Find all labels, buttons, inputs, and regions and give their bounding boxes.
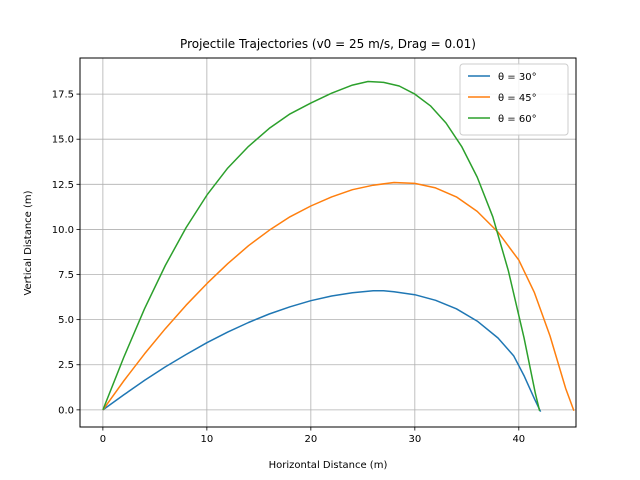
x-tick-label: 20 — [304, 434, 317, 445]
x-tick-label: 10 — [200, 434, 213, 445]
x-axis-label: Horizontal Distance (m) — [269, 460, 388, 471]
y-tick-label: 15.0 — [52, 135, 74, 146]
plot-frame — [79, 57, 577, 428]
legend: θ = 30° θ = 45° θ = 60° — [459, 63, 569, 136]
series-line — [102, 80, 541, 411]
y-tick-label: 2.5 — [58, 360, 74, 371]
series-lines — [102, 80, 575, 413]
y-tick-label: 17.5 — [52, 90, 74, 101]
legend-label: θ = 30° — [498, 72, 537, 83]
legend-label: θ = 60° — [498, 114, 537, 125]
y-tick-label: 0.0 — [58, 405, 74, 416]
y-tick-label: 10.0 — [52, 225, 74, 236]
series-line — [102, 181, 575, 412]
axis-ticks: 0 10 20 30 40 0.0 2.5 5.0 7.5 10.0 12.5 15.0 17.5 — [52, 90, 525, 445]
x-tick-label: 30 — [408, 434, 421, 445]
y-tick-label: 7.5 — [58, 270, 74, 281]
y-tick-label: 12.5 — [52, 180, 74, 191]
series-line — [102, 290, 542, 413]
y-tick-label: 5.0 — [58, 315, 74, 326]
chart-title: Projectile Trajectories (v0 = 25 m/s, Dr… — [180, 37, 476, 51]
y-axis-label: Vertical Distance (m) — [23, 190, 34, 295]
x-tick-label: 40 — [512, 434, 525, 445]
legend-label: θ = 45° — [498, 93, 537, 104]
x-tick-label: 0 — [100, 434, 106, 445]
